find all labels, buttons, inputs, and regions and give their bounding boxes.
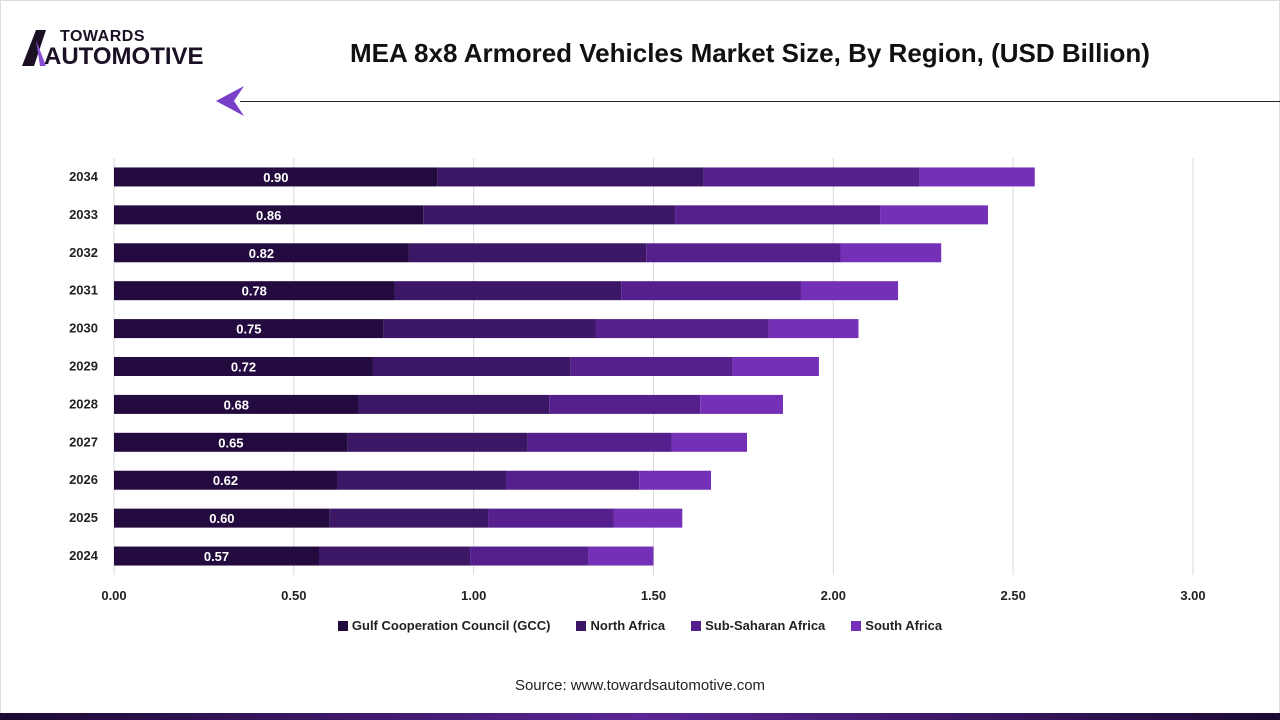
y-tick-label: 2027 xyxy=(69,434,98,449)
bar-segment xyxy=(114,281,395,301)
bar-segment xyxy=(549,394,701,414)
data-label: 0.62 xyxy=(213,473,238,488)
logo-line1: TOWARDS xyxy=(60,28,145,45)
y-tick-label: 2025 xyxy=(69,510,98,525)
bar-segment xyxy=(437,167,704,187)
bar-segment xyxy=(675,205,881,225)
bar-segment xyxy=(423,205,676,225)
data-label: 0.86 xyxy=(256,208,281,223)
bar-segment xyxy=(700,394,783,414)
legend-label: North Africa xyxy=(590,618,666,633)
data-label: 0.90 xyxy=(263,170,288,185)
bar-segment xyxy=(114,546,320,566)
bar-segment xyxy=(588,546,654,566)
data-label: 0.75 xyxy=(236,322,261,337)
y-tick-label: 2034 xyxy=(69,169,99,184)
bar-segment xyxy=(800,281,899,301)
bar-segment xyxy=(595,319,769,339)
bar-segment xyxy=(114,319,384,339)
legend-swatch xyxy=(337,620,348,631)
bar-segment xyxy=(408,243,647,263)
y-tick-label: 2029 xyxy=(69,359,98,374)
data-label: 0.60 xyxy=(209,511,234,526)
legend-swatch xyxy=(691,620,702,631)
y-tick-label: 2032 xyxy=(69,245,98,260)
y-tick-label: 2024 xyxy=(69,548,99,563)
bar-segment xyxy=(114,205,424,225)
legend-swatch xyxy=(851,620,862,631)
bar-segment xyxy=(570,357,733,376)
legend-label: Sub-Saharan Africa xyxy=(705,618,826,633)
bar-segment xyxy=(880,205,988,225)
bar-segment xyxy=(470,546,589,566)
bar-segment xyxy=(646,243,841,263)
x-tick-label: 3.00 xyxy=(1180,588,1205,603)
bar-segment xyxy=(394,281,622,301)
bar-segment xyxy=(732,357,819,376)
x-tick-label: 1.50 xyxy=(641,588,666,603)
legend-item: North Africa xyxy=(576,618,665,633)
x-tick-label: 0.50 xyxy=(281,588,306,603)
y-tick-label: 2028 xyxy=(69,396,98,411)
title-divider xyxy=(240,101,1280,102)
logo-line2: AUTOMOTIVE xyxy=(44,43,204,70)
data-label: 0.57 xyxy=(204,549,229,564)
bar-segment xyxy=(488,508,614,528)
bottom-bar xyxy=(0,713,1280,720)
legend-item: South Africa xyxy=(851,618,942,633)
bar-segment xyxy=(621,281,801,301)
y-tick-label: 2026 xyxy=(69,472,98,487)
arrow-icon xyxy=(216,86,244,116)
bar-segment xyxy=(114,470,337,490)
x-tick-label: 0.00 xyxy=(101,588,126,603)
bar-segment xyxy=(319,546,471,566)
bar-segment xyxy=(114,508,330,528)
bar-segment xyxy=(114,243,409,263)
x-tick-label: 2.50 xyxy=(1001,588,1026,603)
x-tick-label: 2.00 xyxy=(821,588,846,603)
source-text: Source: www.towardsautomotive.com xyxy=(514,677,766,694)
bar-segment xyxy=(329,508,489,528)
data-label: 0.72 xyxy=(231,360,256,375)
legend-swatch xyxy=(576,620,587,631)
legend-item: Gulf Cooperation Council (GCC) xyxy=(337,618,551,633)
legend-label: Gulf Cooperation Council (GCC) xyxy=(351,618,551,633)
data-label: 0.68 xyxy=(224,397,249,412)
bar-segment xyxy=(114,357,373,376)
x-tick-label: 1.00 xyxy=(461,588,486,603)
bar-segment xyxy=(114,432,348,452)
bar-segment xyxy=(613,508,683,528)
y-tick-label: 2030 xyxy=(69,321,98,336)
data-label: 0.65 xyxy=(218,435,243,450)
bar-segment xyxy=(114,167,438,187)
bar-segment xyxy=(671,432,748,452)
y-tick-label: 2033 xyxy=(69,207,98,222)
bar-segment xyxy=(527,432,672,452)
bar-segment xyxy=(358,394,550,414)
y-tick-label: 2031 xyxy=(69,283,98,298)
legend-item: Sub-Saharan Africa xyxy=(691,618,825,633)
bar-segment xyxy=(114,394,359,414)
bar-segment xyxy=(506,470,640,490)
logo-mark-icon xyxy=(22,30,46,66)
chart-title: MEA 8x8 Armored Vehicles Market Size, By… xyxy=(350,38,1150,68)
bar-segment xyxy=(639,470,712,490)
legend-label: South Africa xyxy=(865,618,943,633)
data-label: 0.78 xyxy=(242,284,267,299)
bar-segment xyxy=(347,432,528,452)
bar-segment xyxy=(919,167,1035,187)
bar-segment xyxy=(336,470,507,490)
data-label: 0.82 xyxy=(249,246,274,261)
bar-segment xyxy=(372,357,571,376)
bar-segment xyxy=(383,319,596,339)
legend: Gulf Cooperation Council (GCC) North Afri… xyxy=(0,618,1280,633)
bar-segment xyxy=(768,319,859,339)
bar-segment xyxy=(703,167,920,187)
bar-segment xyxy=(840,243,942,263)
